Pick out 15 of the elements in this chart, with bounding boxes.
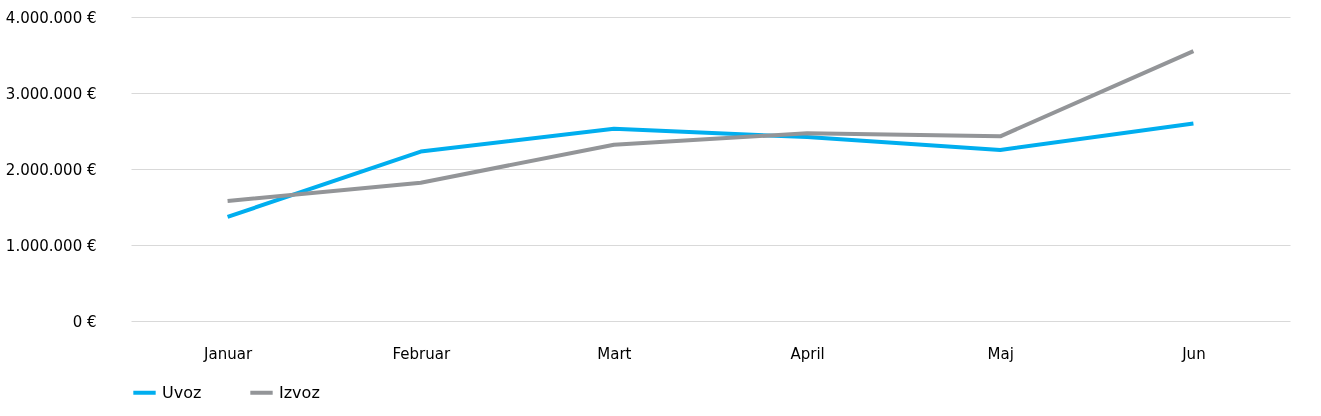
legend-label: Izvoz	[279, 382, 320, 402]
x-tick-label: Januar	[203, 344, 253, 363]
line-series	[225, 121, 1196, 219]
x-tick-label: Maj	[987, 344, 1014, 363]
y-tick-label: 1.000.000 €	[5, 236, 97, 255]
y-tick-label: 3.000.000 €	[5, 84, 97, 103]
x-tick-label: Jun	[1181, 344, 1206, 363]
legend-label: Uvoz	[162, 382, 202, 402]
line-series	[225, 49, 1196, 203]
y-tick-label: 0 €	[72, 312, 97, 331]
y-tick-label: 4.000.000 €	[5, 8, 97, 27]
x-tick-label: April	[790, 344, 825, 363]
x-tick-label: Mart	[597, 344, 632, 363]
y-tick-label: 2.000.000 €	[5, 160, 97, 179]
x-tick-label: Februar	[392, 344, 451, 363]
